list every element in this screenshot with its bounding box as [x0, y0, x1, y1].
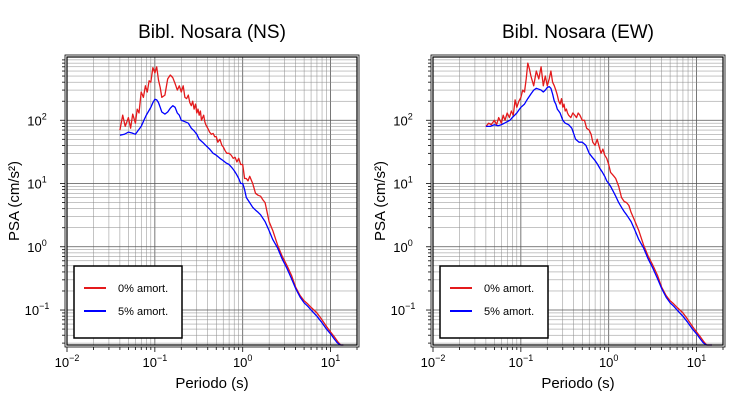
chart-title: Bibl. Nosara (EW) — [502, 22, 654, 43]
y-tick-label: 10−1 — [391, 301, 416, 318]
legend: 0% amort. 5% amort. — [73, 265, 183, 339]
plot-frame — [432, 56, 724, 346]
y-axis-label: PSA (cm/s²) — [372, 161, 389, 241]
x-axis-label: Periodo (s) — [175, 375, 248, 392]
plot-frame-outer — [430, 54, 726, 348]
axis-ticks — [426, 59, 724, 352]
legend-label: 5% amort. — [484, 306, 534, 318]
legend-label: 0% amort. — [118, 283, 168, 295]
x-tick-label: 100 — [599, 353, 618, 370]
y-tick-label: 101 — [27, 175, 46, 192]
series-line-damped — [485, 85, 712, 346]
x-tick-label: 101 — [687, 353, 706, 370]
grid — [66, 57, 358, 345]
x-tick-label: 101 — [321, 353, 340, 370]
legend: 0% amort. 5% amort. — [439, 265, 549, 339]
x-axis-label: Periodo (s) — [541, 375, 614, 392]
x-tick-label: 10−2 — [421, 353, 446, 370]
y-tick-label: 100 — [393, 238, 412, 255]
series-line-undamped — [485, 62, 712, 346]
x-tick-label: 10−2 — [55, 353, 80, 370]
x-tick-label: 100 — [233, 353, 252, 370]
axis-ticks — [60, 59, 358, 352]
chart-panel-ns: 10−2 10−1 100 101 10−1 100 101 102 Bibl. Nosara … — [6, 22, 360, 392]
x-tick-label: 10−1 — [508, 353, 533, 370]
y-tick-label: 10−1 — [25, 301, 50, 318]
y-tick-label: 102 — [27, 111, 46, 128]
legend-box — [73, 265, 183, 339]
plot-frame — [66, 56, 358, 346]
y-axis-label: PSA (cm/s²) — [6, 161, 23, 241]
legend-label: 5% amort. — [118, 306, 168, 318]
y-tick-label: 101 — [393, 175, 412, 192]
legend-box — [439, 265, 549, 339]
series-line-damped — [119, 98, 344, 346]
y-tick-label: 102 — [393, 111, 412, 128]
legend-label: 0% amort. — [484, 283, 534, 295]
chart-title: Bibl. Nosara (NS) — [138, 22, 286, 43]
plot-frame-outer — [64, 54, 360, 348]
y-tick-label: 100 — [27, 238, 46, 255]
chart-panel-ew: 10−2 10−1 100 101 10−1 100 101 102 Bibl. Nosara … — [372, 22, 726, 392]
x-tick-label: 10−1 — [142, 353, 167, 370]
series-line-undamped — [119, 66, 344, 346]
